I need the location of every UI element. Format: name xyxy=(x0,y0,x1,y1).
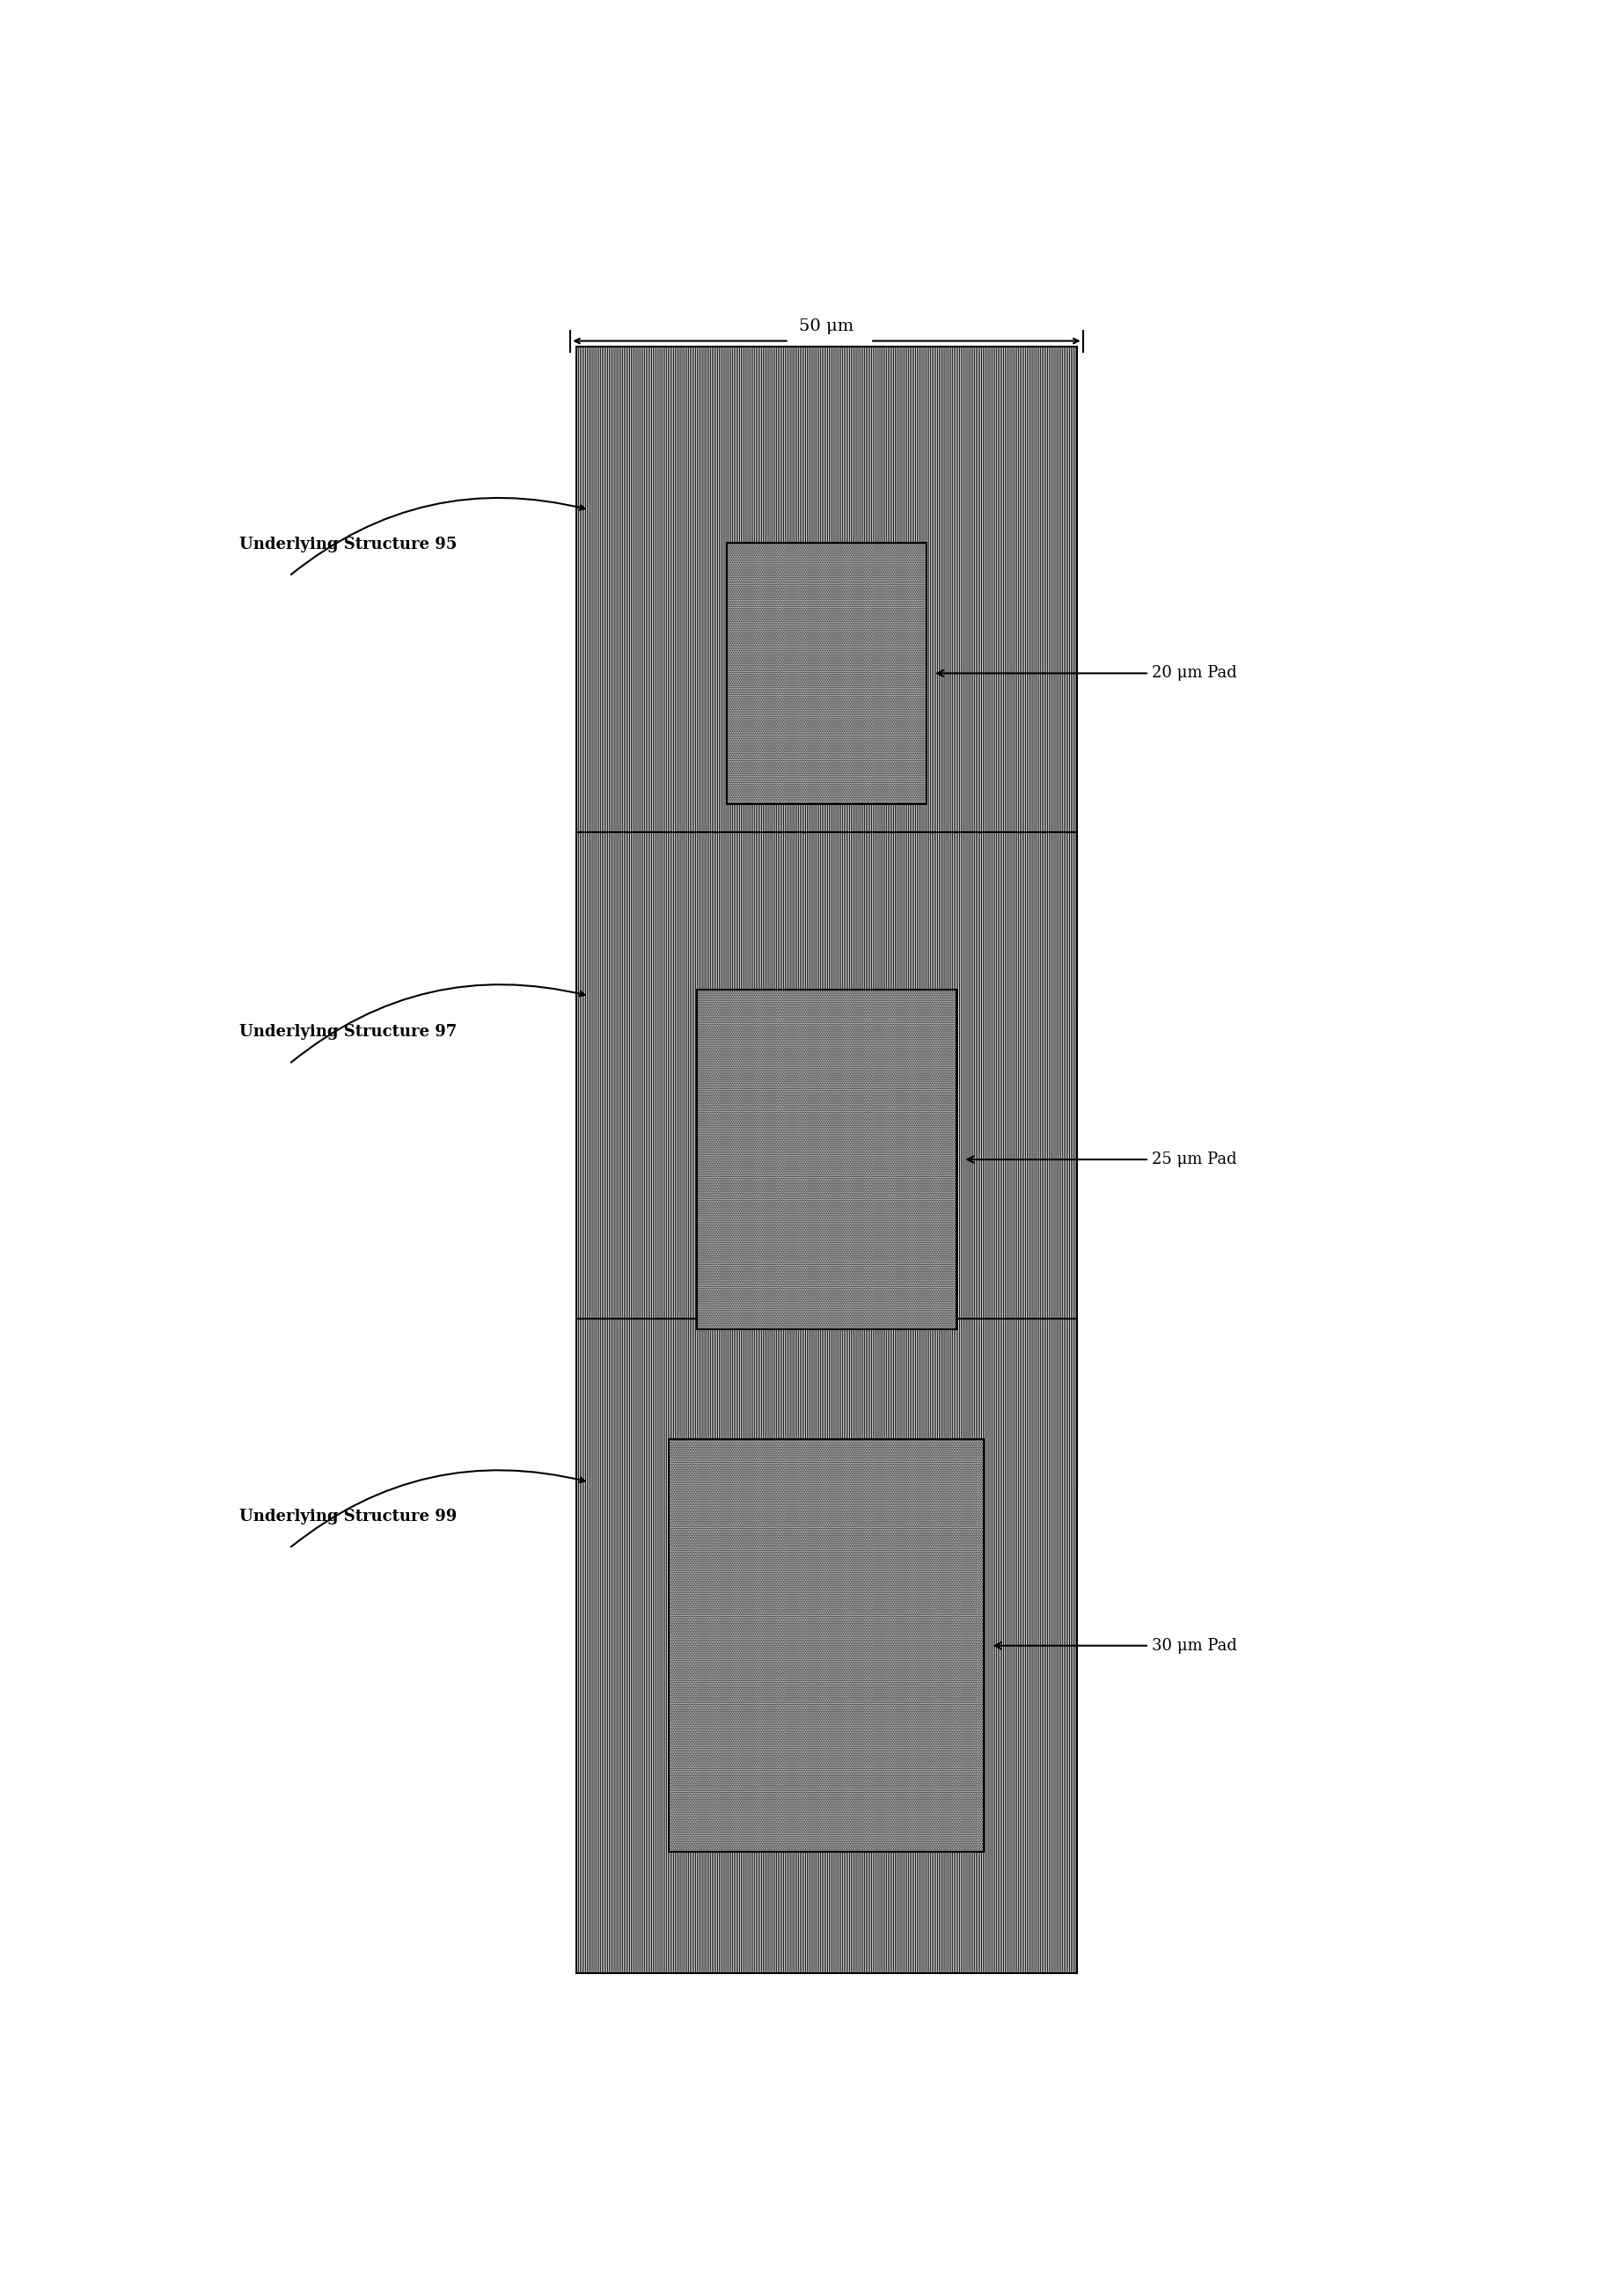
Text: 20 μm Pad: 20 μm Pad xyxy=(937,666,1236,682)
Bar xyxy=(577,833,1075,1486)
Bar xyxy=(669,1440,983,1851)
Bar xyxy=(577,347,1075,1001)
Text: Underlying Structure 99: Underlying Structure 99 xyxy=(239,1508,456,1525)
Text: 30 μm Pad: 30 μm Pad xyxy=(995,1637,1236,1653)
Bar xyxy=(725,542,927,804)
Text: Underlying Structure 95: Underlying Structure 95 xyxy=(239,537,456,551)
Bar xyxy=(696,990,956,1329)
Bar xyxy=(577,1318,1075,1972)
Text: 50 μm: 50 μm xyxy=(800,319,853,333)
Text: Underlying Structure 97: Underlying Structure 97 xyxy=(239,1024,456,1040)
Text: 25 μm Pad: 25 μm Pad xyxy=(967,1153,1236,1166)
